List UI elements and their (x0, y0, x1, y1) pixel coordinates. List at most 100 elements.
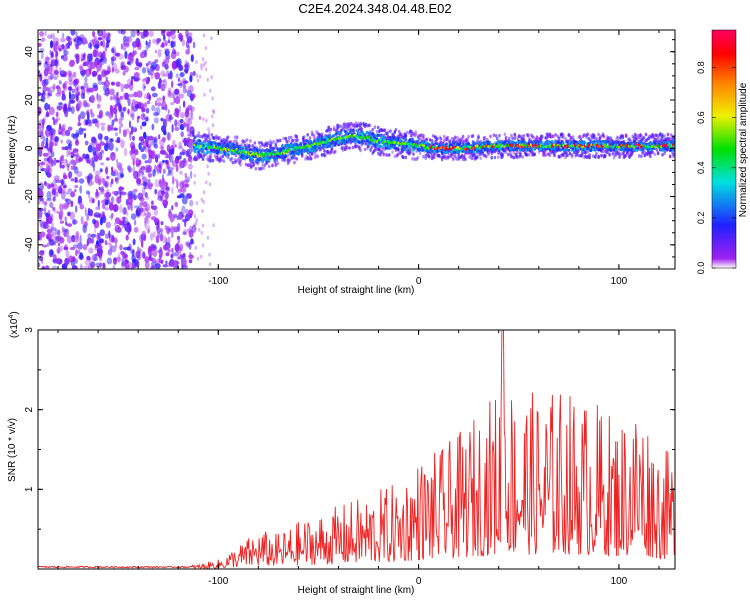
noise-speckle (92, 163, 96, 172)
noise-speckle (181, 196, 188, 205)
noise-speckle (74, 85, 78, 93)
noise-speckle (210, 75, 213, 80)
ridge-halo (479, 156, 483, 160)
ridge-halo (373, 125, 377, 129)
ridge-halo (329, 127, 333, 132)
noise-speckle (140, 113, 146, 121)
noise-speckle (94, 243, 99, 249)
noise-speckle (182, 139, 188, 143)
noise-speckle (86, 60, 91, 68)
noise-speckle (203, 92, 206, 97)
noise-speckle (149, 232, 154, 241)
ridge-halo (634, 133, 638, 137)
ridge-halo (471, 134, 475, 138)
ridge-halo (383, 128, 387, 132)
noise-speckle (177, 251, 182, 259)
ridge-halo (295, 157, 299, 161)
noise-speckle (175, 51, 180, 57)
ridge-body (227, 153, 230, 157)
noise-speckle (110, 245, 117, 253)
noise-speckle (129, 52, 133, 57)
noise-speckle (144, 160, 150, 164)
noise-speckle (154, 245, 157, 251)
noise-speckle (108, 111, 112, 115)
noise-speckle (112, 264, 116, 269)
noise-speckle (99, 217, 103, 226)
noise-speckle (151, 123, 155, 131)
noise-speckle (179, 112, 186, 119)
noise-speckle (110, 196, 115, 204)
noise-speckle (121, 190, 124, 196)
noise-speckle (182, 257, 187, 266)
noise-speckle (135, 40, 141, 48)
noise-speckle (73, 219, 76, 225)
ridge-halo (254, 166, 258, 171)
ridge-halo (520, 134, 523, 139)
noise-speckle (148, 145, 151, 153)
ridge-halo (566, 153, 569, 158)
noise-speckle (161, 106, 166, 110)
noise-speckle (111, 191, 117, 195)
noise-speckle (202, 190, 206, 195)
noise-speckle (41, 197, 44, 202)
noise-speckle (207, 127, 210, 132)
noise-speckle (101, 40, 106, 48)
noise-speckle (87, 112, 90, 121)
ridge-halo (348, 146, 351, 150)
noise-speckle (94, 44, 100, 49)
ridge-halo (467, 134, 470, 139)
noise-speckle (131, 249, 135, 257)
ridge-halo (642, 136, 646, 140)
noise-speckle (156, 249, 163, 254)
ridge-halo (533, 152, 536, 156)
noise-speckle (133, 219, 137, 226)
ridge-halo (293, 160, 296, 165)
noise-speckle (47, 93, 53, 97)
noise-speckle (162, 136, 166, 143)
noise-speckle (165, 191, 169, 200)
noise-speckle (60, 139, 63, 144)
noise-speckle (142, 201, 148, 208)
noise-speckle (65, 221, 68, 226)
ridge-body (550, 139, 554, 144)
noise-speckle (167, 73, 171, 80)
noise-speckle (193, 180, 196, 185)
noise-speckle (133, 226, 139, 233)
noise-speckle (70, 159, 75, 165)
noise-speckle (179, 243, 184, 252)
noise-speckle (180, 131, 184, 138)
noise-speckle (118, 105, 123, 112)
ridge-halo (428, 138, 432, 142)
ridge-halo (285, 139, 289, 144)
noise-speckle (38, 124, 42, 130)
ridge-halo (513, 133, 517, 137)
ridge-halo (303, 135, 306, 139)
noise-speckle (47, 209, 51, 215)
noise-speckle (117, 53, 124, 60)
noise-speckle (198, 227, 201, 232)
noise-speckle (94, 212, 100, 217)
noise-speckle (61, 188, 66, 195)
noise-speckle (49, 201, 54, 209)
noise-speckle (195, 73, 199, 78)
noise-speckle (145, 107, 150, 114)
noise-speckle (173, 213, 178, 219)
ridge-halo (640, 134, 643, 138)
noise-speckle (116, 196, 122, 204)
noise-speckle (112, 107, 118, 115)
noise-speckle (133, 165, 136, 174)
noise-speckle (166, 173, 170, 177)
ridge-halo (243, 139, 247, 144)
noise-speckle (128, 93, 135, 98)
ridge-halo (259, 144, 262, 149)
ridge-halo (492, 133, 496, 137)
ridge-halo (376, 125, 380, 130)
ridge-halo (222, 159, 226, 163)
noise-speckle (206, 164, 209, 169)
ridge-halo (515, 155, 519, 160)
noise-speckle (183, 68, 189, 73)
noise-speckle (129, 249, 135, 254)
noise-speckle (92, 218, 96, 225)
noise-speckle (80, 85, 85, 90)
noise-speckle (46, 62, 51, 69)
